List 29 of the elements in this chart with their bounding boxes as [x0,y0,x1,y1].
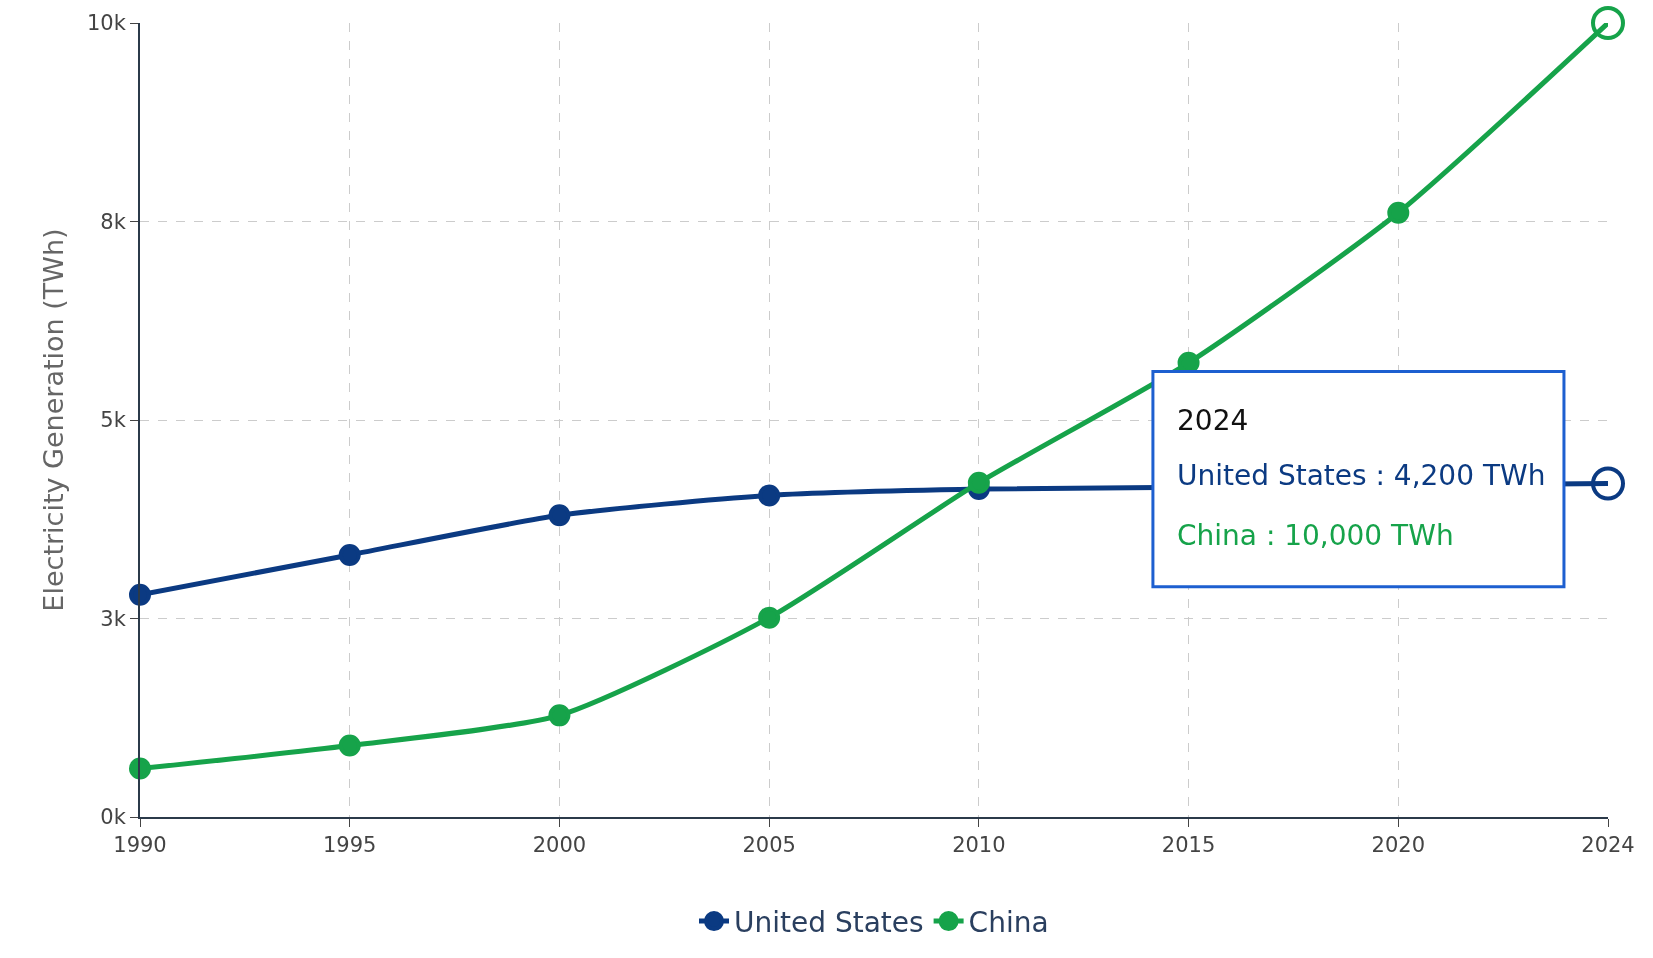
legend-label: United States [734,906,924,940]
y-tick-label: 5k [100,408,127,433]
y-tick-label: 8k [100,209,127,234]
point [758,484,781,507]
y-axis-title: Electricity Generation (TWh) [38,228,70,612]
point [967,471,990,494]
y-tick-label: 10k [86,11,127,36]
x-tick-label: 2000 [532,833,587,858]
x-tick-label: 2024 [1581,833,1635,858]
annotation: 2024 [1177,404,1249,437]
x-tick-label: 1995 [322,833,377,858]
x-tick-label: 2020 [1371,833,1426,858]
x-tick-label: 1990 [113,833,167,858]
point [129,757,151,780]
point [548,704,571,727]
point [129,583,151,606]
legend-label: China [968,906,1049,940]
annotation: United States : 4,200 TWh [1177,459,1546,492]
x-tick-label: 2015 [1161,833,1216,858]
x-tick-label: 2005 [742,833,796,858]
point [338,734,361,757]
y-tick-label: 0k [100,805,127,830]
point [548,504,571,527]
y-tick-label: 3k [100,606,127,631]
point [758,606,781,629]
point [1387,201,1410,224]
x-tick-label: 2010 [952,833,1006,858]
annotation: China : 10,000 TWh [1177,519,1454,552]
point [338,543,361,566]
